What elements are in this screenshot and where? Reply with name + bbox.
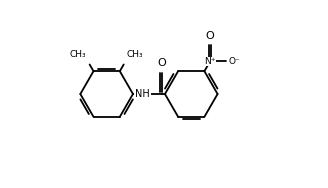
Text: O: O xyxy=(158,58,167,68)
Text: CH₃: CH₃ xyxy=(127,50,143,59)
Text: NH: NH xyxy=(135,89,150,99)
Text: CH₃: CH₃ xyxy=(70,50,87,59)
Text: O: O xyxy=(206,31,215,41)
Text: O⁻: O⁻ xyxy=(229,57,241,66)
Text: N⁺: N⁺ xyxy=(204,57,216,66)
